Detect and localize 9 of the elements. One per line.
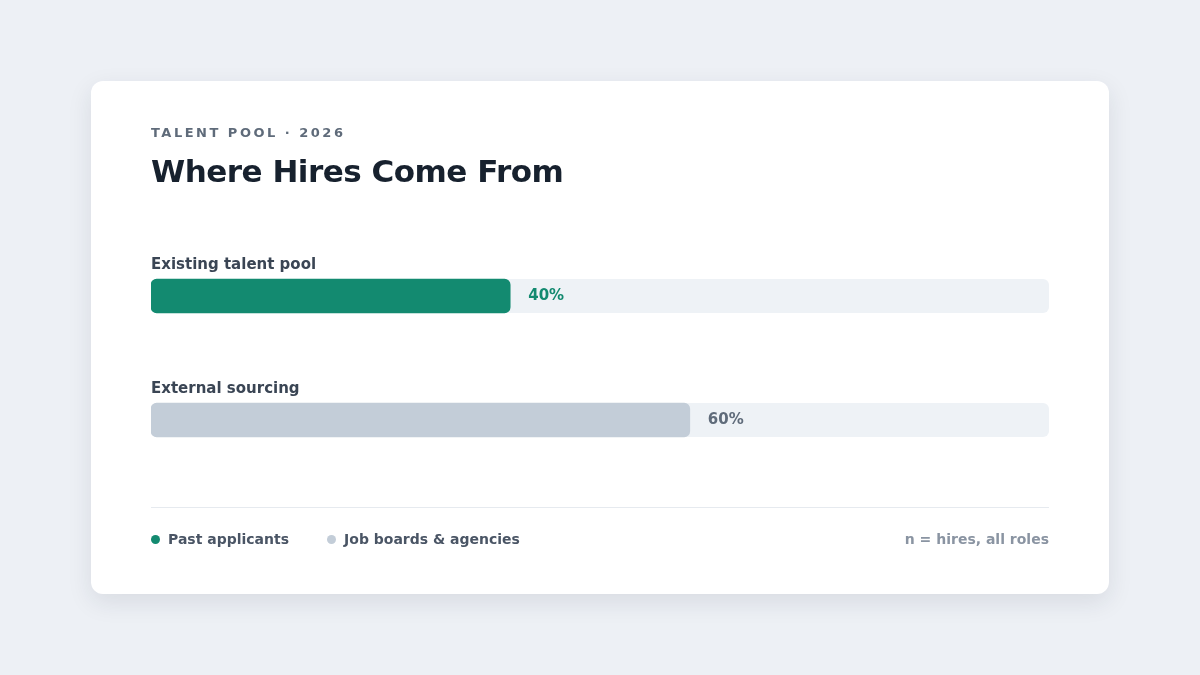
chart-subtitle: TALENT POOL · 2026	[151, 125, 346, 140]
legend-label: Job boards & agencies	[344, 531, 520, 547]
legend-label: Past applicants	[168, 531, 290, 547]
text: n = hires, all roles	[904, 531, 1049, 547]
data-label: 40%	[528, 285, 565, 304]
chart-title: Where Hires Come From	[151, 153, 564, 189]
data-label: 60%	[707, 409, 744, 428]
y-tick-label: Existing talent pool	[151, 255, 317, 273]
y-tick-label: External sourcing	[151, 379, 300, 397]
